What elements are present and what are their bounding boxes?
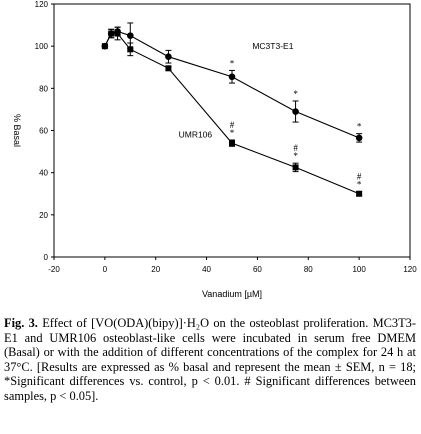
series-umr106: #*#*#* [101, 26, 363, 197]
series: ***#*#*#* [101, 22, 363, 197]
y-tick-label: 20 [39, 211, 48, 220]
caption-text: Effect of [VO(ODA)(bipy)]·H₂O on the ost… [4, 316, 417, 403]
data-point [356, 190, 363, 197]
ticks: -20 0 20 40 60 80 100 120 0 20 40 60 80 100 120 [35, 0, 418, 274]
significance-mark: * [230, 58, 235, 68]
y-tick-label: 60 [39, 127, 48, 136]
significance-mark: # [293, 143, 298, 153]
data-point [126, 32, 134, 39]
series-label-mc3t3: MC3T3-E1 [252, 41, 293, 51]
x-tick-label: 40 [202, 265, 211, 274]
data-point [292, 164, 299, 171]
figure-caption: Fig. 3. Effect of [VO(ODA)(bipy)]·H₂O on… [4, 316, 416, 404]
significance-mark: * [357, 122, 362, 132]
significance-mark: * [293, 89, 298, 99]
significance-mark: # [230, 120, 235, 130]
data-point [101, 43, 108, 50]
data-point [355, 134, 363, 142]
data-point [108, 30, 115, 37]
x-tick-label: 20 [151, 265, 160, 274]
data-point [114, 30, 121, 37]
significance-mark: * [293, 151, 298, 161]
data-point [292, 108, 299, 115]
y-tick-label: 80 [39, 84, 48, 93]
data-point [165, 65, 172, 72]
y-tick-label: 120 [35, 0, 49, 9]
data-point [127, 46, 134, 53]
y-tick-label: 40 [39, 169, 48, 178]
x-tick-label: 60 [253, 265, 262, 274]
x-tick-label: 80 [304, 265, 313, 274]
x-tick-label: 0 [103, 265, 108, 274]
series-label-umr106: UMR106 [179, 130, 213, 140]
y-axis-title: % Basal [12, 114, 22, 147]
data-point [165, 53, 172, 61]
caption-label: Fig. 3. [4, 316, 38, 330]
x-tick-label: -20 [48, 265, 60, 274]
significance-mark: * [357, 180, 362, 190]
y-tick-label: 100 [35, 42, 49, 51]
significance-mark: * [230, 128, 235, 138]
y-tick-label: 0 [44, 253, 49, 262]
data-point [229, 140, 235, 147]
x-axis-title: Vanadium [µM] [202, 289, 262, 299]
x-tick-label: 100 [352, 265, 366, 274]
labels: Vanadium [µM] % Basal MC3T3-E1 UMR106 [12, 41, 294, 299]
data-point [228, 73, 236, 81]
x-tick-label: 120 [403, 265, 417, 274]
significance-mark: # [357, 172, 362, 182]
